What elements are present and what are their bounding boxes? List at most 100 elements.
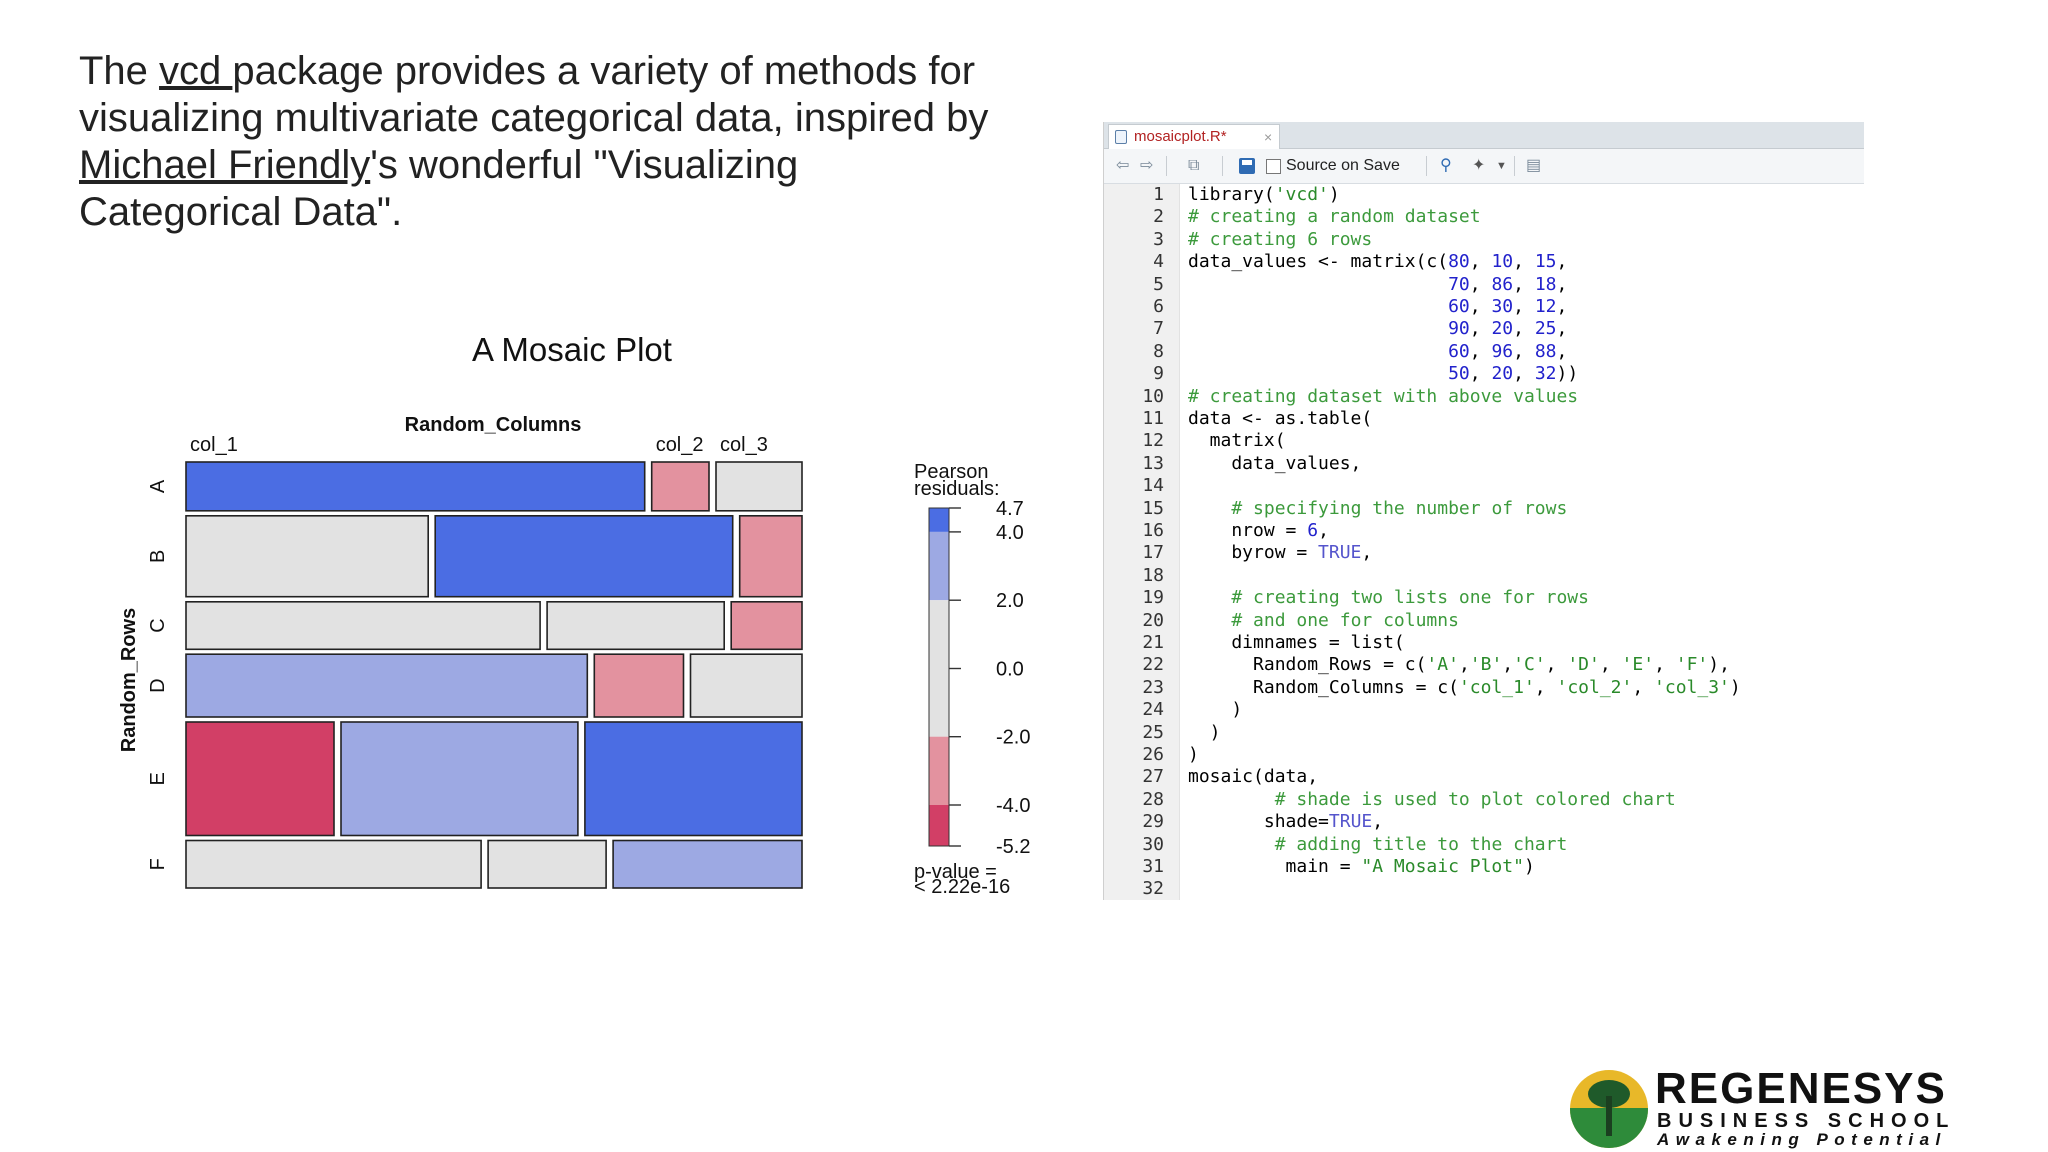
mosaic-tile-B-col_1 (185, 514, 429, 598)
code-line[interactable]: # creating a random dataset (1188, 206, 1481, 228)
code-line[interactable]: nrow = 6, (1188, 520, 1329, 541)
source-on-save-checkbox[interactable] (1266, 159, 1281, 174)
line-number: 8 (1153, 340, 1164, 362)
code-line[interactable]: byrow = TRUE, (1188, 542, 1373, 564)
line-number: 30 (1142, 833, 1164, 855)
code-line[interactable]: dimnames = list( (1188, 632, 1405, 653)
vcd-link[interactable]: vcd (159, 49, 233, 93)
row-label-C: C (147, 618, 169, 632)
line-number: 19 (1142, 587, 1164, 609)
michael-friendly-link[interactable]: Michael Friendly (79, 143, 371, 187)
row-label-D: D (147, 678, 169, 692)
line-number: 3 (1153, 228, 1164, 250)
intro-paragraph: The vcd package provides a variety of me… (79, 48, 1009, 236)
code-tools-wand-icon[interactable]: ✦ (1472, 157, 1486, 174)
editor-toolbar: ⇦ ⇨ ⧉ Source on Save ⚲ ✦ ▼ ▤ (1104, 149, 1864, 184)
code-line[interactable]: ) (1188, 699, 1243, 721)
search-icon[interactable]: ⚲ (1440, 157, 1452, 174)
column-label-col_3: col_3 (720, 434, 768, 456)
row-label-E: E (147, 772, 169, 785)
mosaic-tile-D-col_2 (593, 653, 685, 718)
code-line[interactable]: # creating 6 rows (1188, 228, 1373, 250)
code-line[interactable]: # adding title to the chart (1274, 833, 1568, 855)
legend-title-line2: residuals: (914, 478, 1000, 500)
column-labels: col_1 col_2 col_3 (190, 434, 768, 456)
toolbar-divider (1166, 156, 1167, 176)
pvalue-line2: < 2.22e-16 (914, 876, 1010, 898)
line-number: 17 (1142, 542, 1164, 564)
code-line[interactable]: # creating two lists one for rows (1231, 587, 1589, 609)
line-number: 26 (1142, 744, 1164, 765)
toolbar-divider (1514, 156, 1515, 176)
legend-tick-label: 0.0 (996, 659, 1024, 681)
code-line[interactable]: shade=TRUE, (1188, 811, 1384, 833)
line-number: 2 (1153, 206, 1164, 228)
logo-tagline: Awakening Potential (1657, 1130, 1947, 1149)
line-number: 10 (1142, 385, 1164, 407)
mosaic-tile-D-col_1 (185, 653, 589, 718)
compile-report-icon[interactable]: ▤ (1526, 157, 1542, 174)
code-line[interactable]: 60, 30, 12, (1448, 296, 1568, 317)
code-line[interactable]: 60, 96, 88, (1448, 340, 1568, 362)
chart-title: A Mosaic Plot (472, 331, 672, 368)
mosaic-tile-A-col_2 (650, 461, 710, 512)
code-line[interactable]: data <- as.table( (1188, 408, 1373, 429)
row-label-B: B (147, 550, 169, 563)
code-line[interactable]: library('vcd') (1188, 184, 1340, 205)
code-line[interactable]: # and one for columns (1231, 609, 1459, 631)
code-line[interactable]: mosaic(data, (1188, 766, 1319, 788)
code-line[interactable]: 50, 20, 32)) (1448, 363, 1579, 385)
mosaic-tile-D-col_3 (689, 653, 803, 718)
legend-band-1 (929, 531, 949, 601)
legend-band-0 (929, 508, 949, 532)
line-number: 27 (1142, 766, 1164, 788)
source-on-save-label[interactable]: Source on Save (1286, 157, 1400, 174)
legend-tick-label: 2.0 (996, 590, 1024, 612)
line-number: 32 (1142, 878, 1164, 900)
line-number: 23 (1142, 676, 1164, 698)
mosaic-tile-C-col_1 (185, 600, 541, 651)
mosaic-plot: A Mosaic Plot Random_Columns Random_Rows… (118, 331, 1030, 898)
line-number: 25 (1142, 721, 1164, 743)
tab-mosaicplot[interactable]: mosaicplot.R* × (1108, 124, 1280, 149)
line-number-gutter: 1 2 3 4 5 6 7 8 9 10 11 12 13 14 15 16 17 18 19 20 21 22 23 24 2… (1104, 184, 1180, 900)
line-number: 14 (1142, 475, 1164, 497)
line-number: 31 (1142, 856, 1164, 877)
row-variable-label: Random_Rows (118, 608, 140, 752)
mosaic-tile-B-col_2 (434, 514, 734, 598)
save-icon[interactable] (1239, 158, 1255, 174)
code-line[interactable]: # shade is used to plot colored chart (1274, 788, 1676, 810)
code-line[interactable]: matrix( (1188, 430, 1286, 452)
tree-logo-icon (1570, 1070, 1648, 1148)
mosaic-tile-F-col_2 (487, 839, 607, 889)
legend-tick-label: -2.0 (996, 727, 1030, 749)
mosaic-tile-E-col_3 (584, 721, 803, 837)
code-line[interactable]: main = "A Mosaic Plot") (1188, 856, 1535, 877)
forward-arrow-icon[interactable]: ⇨ (1140, 157, 1154, 174)
code-line[interactable]: # creating dataset with above values (1188, 385, 1579, 407)
code-line[interactable]: # specifying the number of rows (1231, 497, 1568, 519)
chevron-down-icon[interactable]: ▼ (1496, 160, 1507, 172)
line-number: 29 (1142, 811, 1164, 833)
legend-band-4 (929, 805, 949, 846)
code-line[interactable]: Random_Columns = c('col_1', 'col_2', 'co… (1188, 676, 1741, 698)
code-line[interactable]: 70, 86, 18, (1448, 273, 1568, 295)
back-arrow-icon[interactable]: ⇦ (1116, 157, 1130, 174)
line-number: 1 (1153, 184, 1164, 205)
line-number: 4 (1153, 251, 1164, 273)
code-line[interactable]: ) (1188, 721, 1221, 743)
column-variable-label: Random_Columns (405, 414, 582, 436)
toolbar-divider (1426, 156, 1427, 176)
logo-name: REGENESYS (1655, 1064, 1947, 1113)
code-line[interactable]: Random_Rows = c('A','B','C', 'D', 'E', '… (1188, 654, 1730, 676)
code-line[interactable]: data_values, (1188, 452, 1362, 474)
show-in-window-icon[interactable]: ⧉ (1188, 157, 1200, 174)
legend-tick-label: -5.2 (996, 836, 1030, 858)
code-line[interactable]: data_values <- matrix(c(80, 10, 15, (1188, 251, 1568, 273)
tab-close-icon[interactable]: × (1264, 129, 1273, 145)
legend-tick-label: 4.7 (996, 498, 1024, 520)
code-line[interactable]: 90, 20, 25, (1448, 318, 1568, 340)
code-line[interactable]: ) (1188, 744, 1199, 765)
code-editor[interactable]: mosaicplot.R* × ⇦ ⇨ ⧉ Source on Save ⚲ ✦… (1103, 122, 1864, 900)
legend-band-2 (929, 600, 949, 737)
